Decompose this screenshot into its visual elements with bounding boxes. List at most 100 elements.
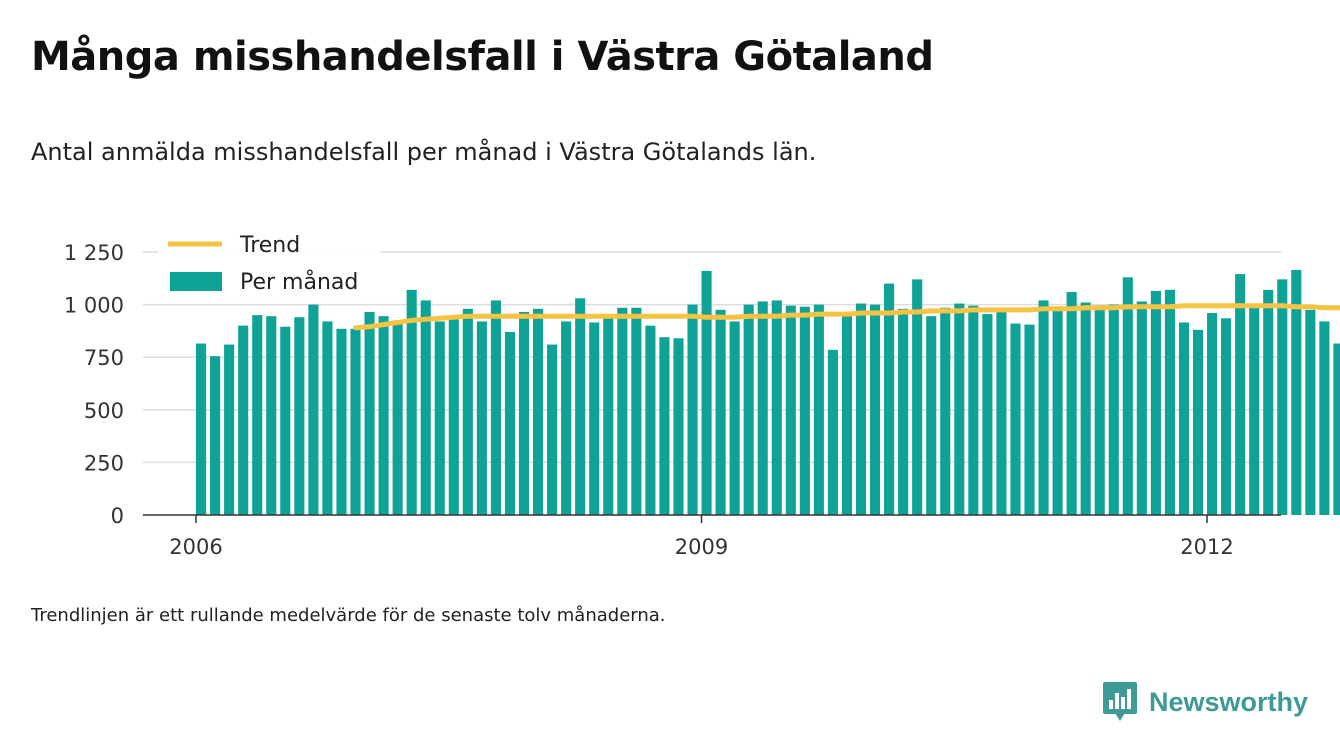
bar — [1038, 300, 1049, 515]
bar — [547, 344, 558, 515]
bar — [645, 325, 656, 515]
bar — [1024, 324, 1035, 515]
x-axis-labels: 2006200920122015201820212024 — [169, 515, 1234, 559]
bar — [210, 356, 221, 515]
bar — [1178, 322, 1190, 515]
bar-series — [196, 269, 1340, 515]
bar — [1150, 290, 1161, 515]
y-tick-label: 500 — [84, 399, 124, 423]
bar — [785, 305, 796, 515]
bar — [533, 308, 544, 515]
bar — [855, 303, 867, 515]
bar — [518, 311, 530, 515]
bar — [252, 315, 263, 515]
bar — [1094, 305, 1105, 515]
y-tick-label: 0 — [111, 504, 124, 528]
bar — [884, 283, 895, 515]
bar — [729, 321, 740, 515]
bar — [238, 325, 249, 515]
bar — [827, 349, 838, 515]
bar — [476, 321, 487, 515]
bar — [1333, 343, 1340, 515]
bar — [1263, 289, 1274, 515]
bar — [1066, 291, 1077, 515]
bar-chart: 0 250 500 750 1 000 1 250 2006200920122015201… — [64, 232, 1340, 559]
bar — [420, 300, 431, 515]
bar — [1249, 303, 1260, 515]
newsworthy-logo-icon — [1103, 682, 1137, 721]
bar — [364, 311, 375, 515]
bar — [280, 326, 291, 515]
bar — [378, 316, 389, 515]
chart-footnote: Trendlinjen är ett rullande medelvärde f… — [31, 605, 666, 626]
bar — [266, 316, 277, 515]
chart-subtitle: Antal anmälda misshandelsfall per månad … — [31, 138, 817, 166]
trend-line — [353, 303, 1340, 331]
bar — [1305, 309, 1316, 515]
bar — [1080, 302, 1091, 515]
bar — [926, 316, 937, 515]
bar — [659, 337, 670, 515]
y-tick-label: 750 — [84, 346, 124, 370]
bar — [1207, 313, 1218, 515]
bar — [1291, 269, 1302, 515]
y-tick-label: 1 000 — [64, 294, 124, 318]
bar — [448, 317, 459, 515]
bar — [813, 304, 824, 515]
bar — [1192, 329, 1204, 515]
bar — [322, 321, 333, 515]
bar — [434, 321, 445, 515]
bar — [490, 300, 501, 515]
bar — [392, 323, 403, 515]
chart-title: Många misshandelsfall i Västra Götaland — [31, 34, 934, 80]
bar — [968, 305, 979, 515]
bar — [294, 317, 305, 515]
bar — [870, 304, 881, 515]
bar — [1221, 318, 1232, 515]
bar — [504, 331, 516, 515]
bar — [687, 304, 698, 515]
bar — [673, 338, 684, 515]
bar — [1235, 274, 1246, 515]
bar — [603, 315, 614, 515]
y-tick-label: 1 250 — [64, 241, 124, 265]
bar — [462, 308, 473, 515]
bar — [406, 289, 417, 515]
bar — [898, 308, 909, 515]
bar — [1052, 307, 1063, 515]
bar — [1319, 321, 1330, 515]
legend-bar-swatch — [170, 272, 222, 291]
bar — [224, 344, 235, 515]
bar — [715, 309, 726, 515]
bar — [1108, 304, 1119, 515]
bar — [1122, 277, 1133, 515]
y-tick-label: 250 — [84, 451, 124, 475]
bar — [841, 316, 853, 515]
legend: Trend Per månad — [158, 232, 380, 298]
bar — [1277, 279, 1288, 515]
bar — [912, 279, 923, 515]
x-tick-label: 2006 — [169, 535, 222, 559]
bar — [336, 328, 347, 515]
bar — [982, 314, 993, 515]
bar — [954, 303, 965, 515]
newsworthy-brand: Newsworthy — [1103, 682, 1308, 722]
legend-bar-label: Per månad — [240, 269, 358, 295]
bar — [308, 304, 319, 515]
legend-trend-label: Trend — [239, 233, 300, 258]
bar — [1164, 289, 1175, 515]
y-axis-labels: 0 250 500 750 1 000 1 250 — [64, 241, 124, 528]
bar — [757, 301, 768, 515]
bar — [1136, 301, 1147, 515]
bar — [743, 304, 754, 515]
bar — [196, 343, 207, 515]
bar — [575, 298, 586, 515]
bar — [1010, 323, 1021, 515]
bar — [799, 306, 810, 515]
x-tick-label: 2012 — [1180, 535, 1233, 559]
bar — [589, 322, 600, 515]
bar — [996, 309, 1007, 515]
bar — [617, 307, 628, 515]
bar — [771, 300, 782, 515]
bar — [561, 321, 572, 515]
